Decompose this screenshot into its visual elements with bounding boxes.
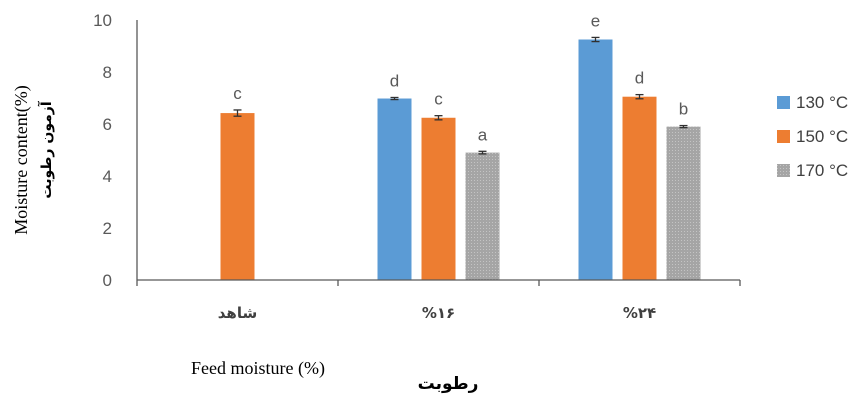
x-axis-categories: شاهد %۱۶ %۲۴ <box>136 280 741 322</box>
x-category-label: %۱۶ <box>422 304 455 322</box>
legend-swatch <box>777 96 790 109</box>
legend-label: 170 °C <box>796 161 848 180</box>
significance-letter: b <box>679 100 688 119</box>
significance-letter: a <box>478 125 488 144</box>
x-category-label: %۲۴ <box>623 304 656 322</box>
legend-swatch <box>777 130 790 143</box>
bar <box>622 96 657 280</box>
x-category-label: شاهد <box>218 304 257 322</box>
x-axis-label-english: Feed moisture (%) <box>191 358 325 379</box>
y-tick-label: 2 <box>103 219 112 238</box>
significance-letter: c <box>434 90 443 109</box>
y-axis-label-persian: آزمون رطوبت <box>37 100 55 198</box>
legend-swatch <box>777 164 790 177</box>
y-tick-label: 6 <box>103 115 112 134</box>
bars: d e c c d a b <box>220 11 701 281</box>
bar <box>666 126 701 280</box>
bar <box>220 113 255 280</box>
legend-label: 150 °C <box>796 127 848 146</box>
bar <box>377 98 412 281</box>
significance-letter: c <box>233 84 242 103</box>
significance-letter: e <box>591 11 600 30</box>
y-tick-label: 0 <box>103 271 112 290</box>
bar <box>578 39 613 280</box>
significance-letter: d <box>390 71 399 90</box>
y-tick-label: 4 <box>103 167 112 186</box>
significance-letter: d <box>635 69 644 88</box>
bar <box>465 152 500 280</box>
legend: 130 °C 150 °C 170 °C <box>777 93 848 180</box>
y-axis-label-english: Moisture content(%) <box>11 85 32 234</box>
axes <box>136 20 740 281</box>
legend-label: 130 °C <box>796 93 848 112</box>
bar <box>421 117 456 280</box>
y-tick-label: 8 <box>103 63 112 82</box>
y-tick-label: 10 <box>93 11 112 30</box>
x-axis-label-persian: رطوبت <box>418 374 479 394</box>
y-axis-ticks: 0 2 4 6 8 10 <box>93 11 112 290</box>
